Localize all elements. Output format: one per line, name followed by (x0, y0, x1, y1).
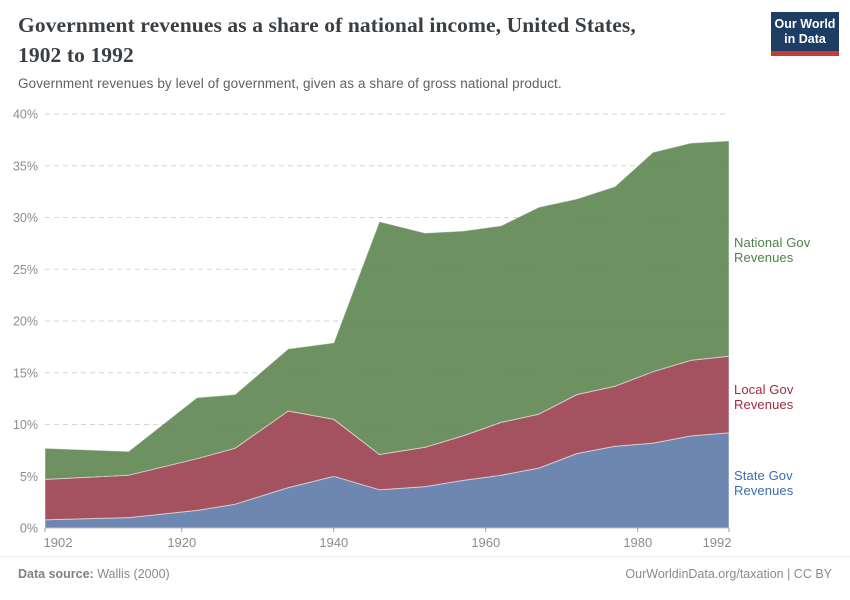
y-tick-label: 30% (13, 211, 38, 225)
chart-footer: Data source: Wallis (2000) OurWorldinDat… (0, 556, 850, 600)
x-tick-label: 1980 (623, 535, 652, 550)
x-tick-label: 1992 (703, 535, 732, 550)
y-tick-label: 20% (13, 315, 38, 329)
y-tick-label: 15% (13, 366, 38, 380)
y-tick-label: 5% (20, 470, 38, 484)
y-tick-label: 35% (13, 159, 38, 173)
owid-logo: Our World in Data (771, 12, 839, 56)
y-tick-label: 25% (13, 263, 38, 277)
attribution-link: OurWorldinData.org/taxation | CC BY (625, 567, 832, 581)
data-source-label: Data source: (18, 567, 94, 581)
x-tick-label: 1902 (44, 535, 73, 550)
x-tick-label: 1960 (471, 535, 500, 550)
data-source-value: Wallis (2000) (93, 567, 170, 581)
data-source: Data source: Wallis (2000) (18, 567, 170, 581)
y-tick-label: 0% (20, 522, 38, 536)
stacked-area-chart: 0% 5% 10% 15% 20% 25% 30% 35% 40% 1902 1920 1940 196… (13, 108, 732, 551)
area-national (44, 140, 730, 480)
x-tick-label: 1920 (167, 535, 196, 550)
page-title: Government revenues as a share of nation… (18, 13, 636, 67)
owid-logo-line1: Our World (774, 17, 836, 31)
owid-logo-line2: in Data (784, 32, 826, 46)
series-label-state-gov: State Gov Revenues (734, 468, 794, 498)
y-tick-label: 10% (13, 418, 38, 432)
series-label-national-gov: National Gov Revenues (734, 235, 811, 265)
series-label-local-gov: Local Gov Revenues (734, 382, 794, 412)
y-tick-label: 40% (13, 108, 38, 122)
x-tick-label: 1940 (319, 535, 348, 550)
page-subtitle: Government revenues by level of governme… (18, 76, 562, 91)
